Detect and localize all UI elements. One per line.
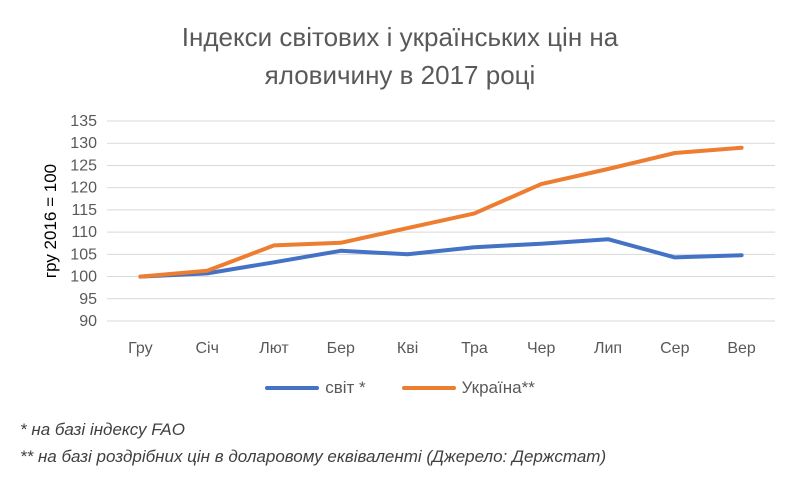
y-tick-label: 135 <box>70 113 97 130</box>
x-tick-label: Кві <box>397 340 418 357</box>
y-axis-ticks: 90 95 100 105 110 115 120 125 130 135 <box>70 113 97 330</box>
x-tick-label: Лют <box>259 340 289 357</box>
x-tick-label: Чер <box>527 340 556 357</box>
y-tick-label: 110 <box>71 224 97 241</box>
x-tick-label: Бер <box>327 340 355 357</box>
y-tick-label: 100 <box>70 269 97 286</box>
y-tick-label: 105 <box>70 246 97 263</box>
legend-label-world: світ * <box>325 378 366 397</box>
y-tick-label: 125 <box>70 157 97 174</box>
legend-label-ukraine: Україна** <box>461 378 535 397</box>
footnote-derzhstat: ** на базі роздрібних цін в доларовому е… <box>20 447 607 466</box>
legend: світ * Україна** <box>0 378 800 398</box>
series-line-world <box>138 237 744 279</box>
y-axis-label: гру 2016 = 100 <box>41 164 60 278</box>
series <box>138 145 744 279</box>
footnote-fao: * на базі індексу FAO <box>20 420 185 439</box>
chart-title-line-1: Індекси світових і українських цін на <box>181 22 619 52</box>
chart-title: Індекси світових і українських цін на ял… <box>0 18 800 94</box>
x-tick-label: Лип <box>594 340 622 357</box>
y-tick-label: 90 <box>79 313 97 330</box>
chart-title-line-2: яловичину в 2017 році <box>264 60 536 90</box>
y-tick-label: 95 <box>79 291 97 308</box>
legend-swatch-world <box>265 386 320 390</box>
x-tick-label: Сер <box>660 340 689 357</box>
y-tick-label: 120 <box>70 180 97 197</box>
x-axis-ticks: Гру Січ Лют Бер Кві Тра Чер Лип Сер Вер <box>128 340 756 357</box>
x-tick-label: Вер <box>727 340 756 357</box>
series-line-ukraine <box>138 145 744 279</box>
y-tick-label: 115 <box>71 202 97 219</box>
legend-item-world: світ * <box>265 378 366 398</box>
x-tick-label: Гру <box>128 340 152 357</box>
legend-item-ukraine: Україна** <box>401 378 535 398</box>
x-tick-label: Січ <box>195 340 218 357</box>
legend-swatch-ukraine <box>401 386 456 390</box>
y-tick-label: 130 <box>70 135 97 152</box>
x-tick-label: Тра <box>461 340 488 357</box>
